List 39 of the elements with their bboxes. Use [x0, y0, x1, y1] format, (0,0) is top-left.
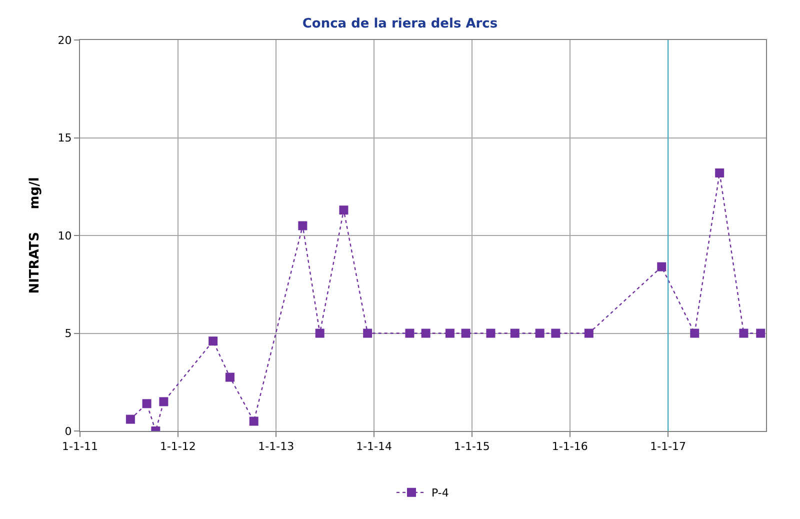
- point: [159, 397, 168, 406]
- point: [739, 328, 748, 338]
- x-tick-label: 1-1-12: [160, 440, 196, 454]
- point: [225, 372, 234, 382]
- point: [142, 399, 152, 408]
- point: [445, 328, 454, 338]
- point: [315, 328, 324, 338]
- point: [461, 328, 470, 338]
- y-tick-label: 15: [58, 132, 72, 145]
- point: [339, 206, 348, 215]
- point: [535, 328, 544, 338]
- x-tick-label: 1-1-13: [258, 440, 294, 454]
- x-tick-label: 1-1-15: [454, 440, 490, 454]
- point: [551, 328, 560, 338]
- y-tick-label: 5: [64, 327, 72, 340]
- x-tick-label: 1-1-11: [62, 440, 98, 454]
- point: [363, 328, 372, 338]
- point: [510, 328, 520, 338]
- point: [584, 328, 594, 338]
- point: [126, 414, 135, 424]
- point: [298, 221, 308, 230]
- point: [690, 328, 700, 338]
- point: [208, 336, 218, 346]
- point: [715, 168, 724, 178]
- chart-title: Conca de la riera dels Arcs: [302, 16, 498, 32]
- x-tick-label: 1-1-14: [356, 440, 392, 454]
- point: [486, 328, 496, 338]
- y-axis-title: NITRATS mg/l: [28, 177, 43, 294]
- point: [756, 328, 766, 338]
- y-tick-label: 10: [58, 229, 72, 242]
- y-tick-label: 0: [64, 424, 72, 438]
- x-tick-label: 1-1-17: [650, 440, 686, 454]
- point: [421, 328, 430, 338]
- point: [657, 262, 666, 272]
- x-tick-label: 1-1-16: [552, 440, 588, 454]
- point: [249, 416, 258, 426]
- y-tick-label: 20: [58, 34, 72, 47]
- legend-label: P-4: [432, 486, 449, 500]
- point: [405, 328, 414, 338]
